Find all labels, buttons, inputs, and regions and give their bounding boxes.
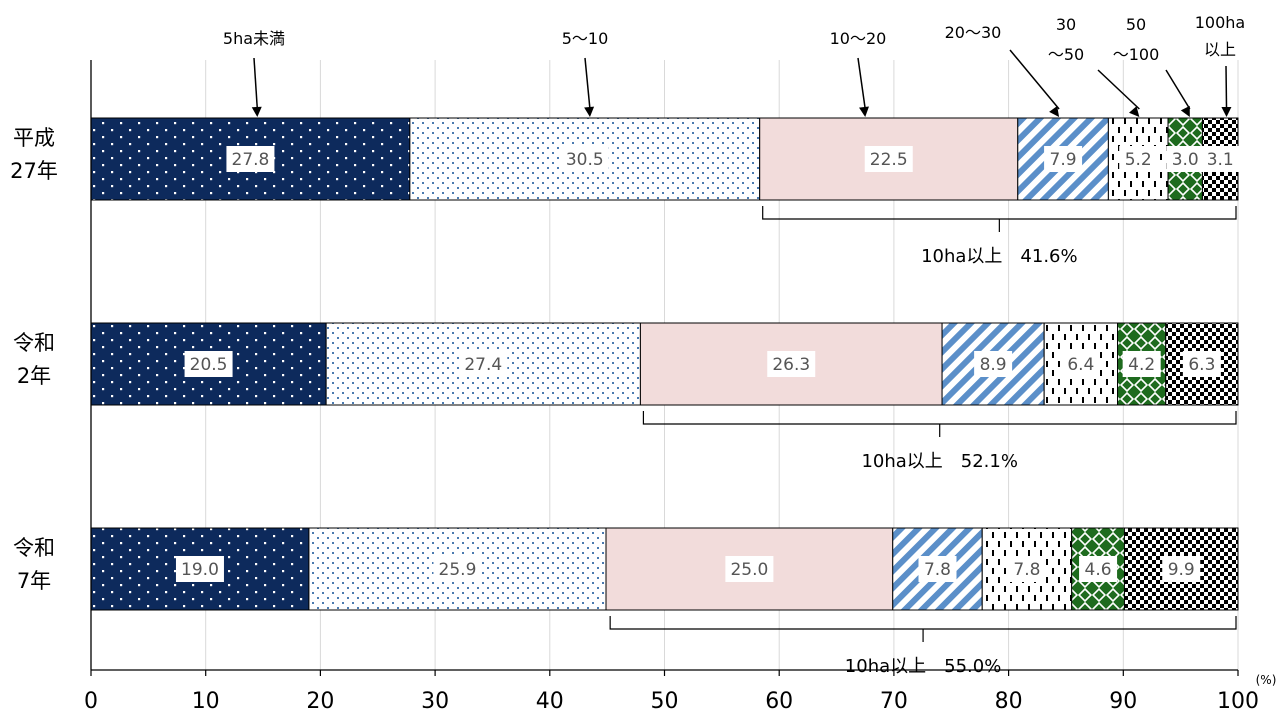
bar-segment (605, 527, 894, 611)
data-label-bg (226, 146, 275, 172)
data-label-bg (1122, 351, 1161, 377)
data-label: 9.9 (1168, 560, 1195, 580)
x-tick-label: 100 (1217, 689, 1259, 714)
data-label: 27.4 (464, 355, 502, 375)
data-label: 26.3 (772, 355, 810, 375)
data-label-bg (864, 146, 913, 172)
legend-label: 5ha未満 (223, 29, 285, 48)
data-label: 25.0 (730, 560, 768, 580)
legend-arrowhead (1180, 105, 1190, 117)
data-label: 3.0 (1172, 150, 1199, 170)
bracket (762, 206, 1237, 220)
data-label-bg (1166, 146, 1205, 172)
bracket-label: 10ha以上 52.1% (861, 451, 1018, 472)
x-tick-label: 10 (192, 689, 220, 714)
legend-label: ～100 (1113, 45, 1160, 64)
data-label-bg (1061, 351, 1100, 377)
legend-label: 以上 (1204, 40, 1236, 59)
data-label-bg (974, 351, 1013, 377)
legend-label: 100ha (1195, 13, 1245, 32)
data-label: 25.9 (439, 560, 477, 580)
data-label-bg (1162, 556, 1201, 582)
legend-arrowhead (584, 106, 595, 117)
legend-arrow (1097, 69, 1140, 110)
data-label-bg (767, 351, 816, 377)
data-label: 20.5 (190, 355, 228, 375)
data-label-bg (1007, 556, 1046, 582)
legend-arrow (857, 57, 866, 110)
x-tick-label: 60 (765, 689, 793, 714)
category-label: 令和 7年 (13, 536, 55, 593)
x-tick-label: 50 (651, 689, 679, 714)
data-label: 5.2 (1125, 150, 1152, 170)
data-label: 7.8 (924, 560, 951, 580)
data-label: 4.2 (1128, 355, 1155, 375)
legend: 5ha未満 5～10 10～20 20～30 30 ～50 50 ～100 100ha 以上 (223, 13, 1245, 117)
x-tick-label: 0 (84, 689, 98, 714)
legend-label: ～50 (1048, 45, 1084, 64)
x-tick-label: 20 (306, 689, 334, 714)
data-label: 22.5 (870, 150, 908, 170)
bars: 27.8 30.5 22.5 7.9 5.2 3.0 3.1 平成 27年 20.5 27.4 26.… (10, 117, 1240, 611)
data-label-bg (175, 556, 224, 582)
legend-arrow (1009, 49, 1060, 110)
legend-label: 10～20 (830, 29, 887, 48)
data-label-bg (1079, 556, 1118, 582)
legend-arrow (1225, 65, 1228, 110)
data-label-bg (725, 556, 774, 582)
data-label: 4.6 (1085, 560, 1112, 580)
x-tick-label: 30 (421, 689, 449, 714)
unit-label: (%) (1256, 673, 1277, 687)
data-label-bg (560, 146, 609, 172)
data-label-bg (1201, 146, 1240, 172)
brackets: 10ha以上 41.6% 10ha以上 52.1% 10ha以上 55.0% (609, 206, 1237, 677)
data-label-bg (918, 556, 957, 582)
legend-arrowhead (859, 106, 869, 117)
data-label: 6.3 (1188, 355, 1215, 375)
bracket-label: 10ha以上 41.6% (921, 246, 1078, 267)
legend-arrow (253, 57, 259, 110)
bracket (609, 616, 1237, 630)
x-tick-label: 80 (995, 689, 1023, 714)
legend-arrowhead (251, 106, 262, 117)
data-label: 3.1 (1207, 150, 1234, 170)
axes: 0 10 20 30 40 50 60 70 80 90 100 (%) (84, 60, 1276, 714)
legend-arrowhead (1128, 106, 1140, 117)
x-tick-label: 40 (536, 689, 564, 714)
legend-arrow (584, 57, 591, 110)
data-label-bg (1182, 351, 1221, 377)
data-label-bg (433, 556, 482, 582)
bracket-label: 10ha以上 55.0% (845, 656, 1002, 677)
legend-arrowhead (1221, 106, 1232, 117)
legend-label: 5～10 (562, 29, 609, 48)
bracket (642, 411, 1237, 425)
data-label-bg (184, 351, 233, 377)
legend-label: 30 (1056, 15, 1076, 34)
x-tick-label: 70 (880, 689, 908, 714)
data-label: 6.4 (1067, 355, 1094, 375)
data-label-bg (459, 351, 508, 377)
data-label: 7.9 (1050, 150, 1077, 170)
legend-arrow (1165, 69, 1191, 110)
x-tick-label: 90 (1109, 689, 1137, 714)
data-label: 30.5 (566, 150, 604, 170)
data-label: 27.8 (232, 150, 270, 170)
data-label: 8.9 (980, 355, 1007, 375)
data-label: 19.0 (181, 560, 219, 580)
legend-arrowhead (1049, 105, 1060, 117)
data-label: 7.8 (1013, 560, 1040, 580)
legend-label: 20～30 (945, 23, 1002, 42)
data-label-bg (1119, 146, 1158, 172)
legend-label: 50 (1126, 15, 1146, 34)
data-label-bg (1044, 146, 1083, 172)
category-label: 令和 2年 (13, 331, 55, 388)
category-label: 平成 27年 (10, 126, 58, 183)
